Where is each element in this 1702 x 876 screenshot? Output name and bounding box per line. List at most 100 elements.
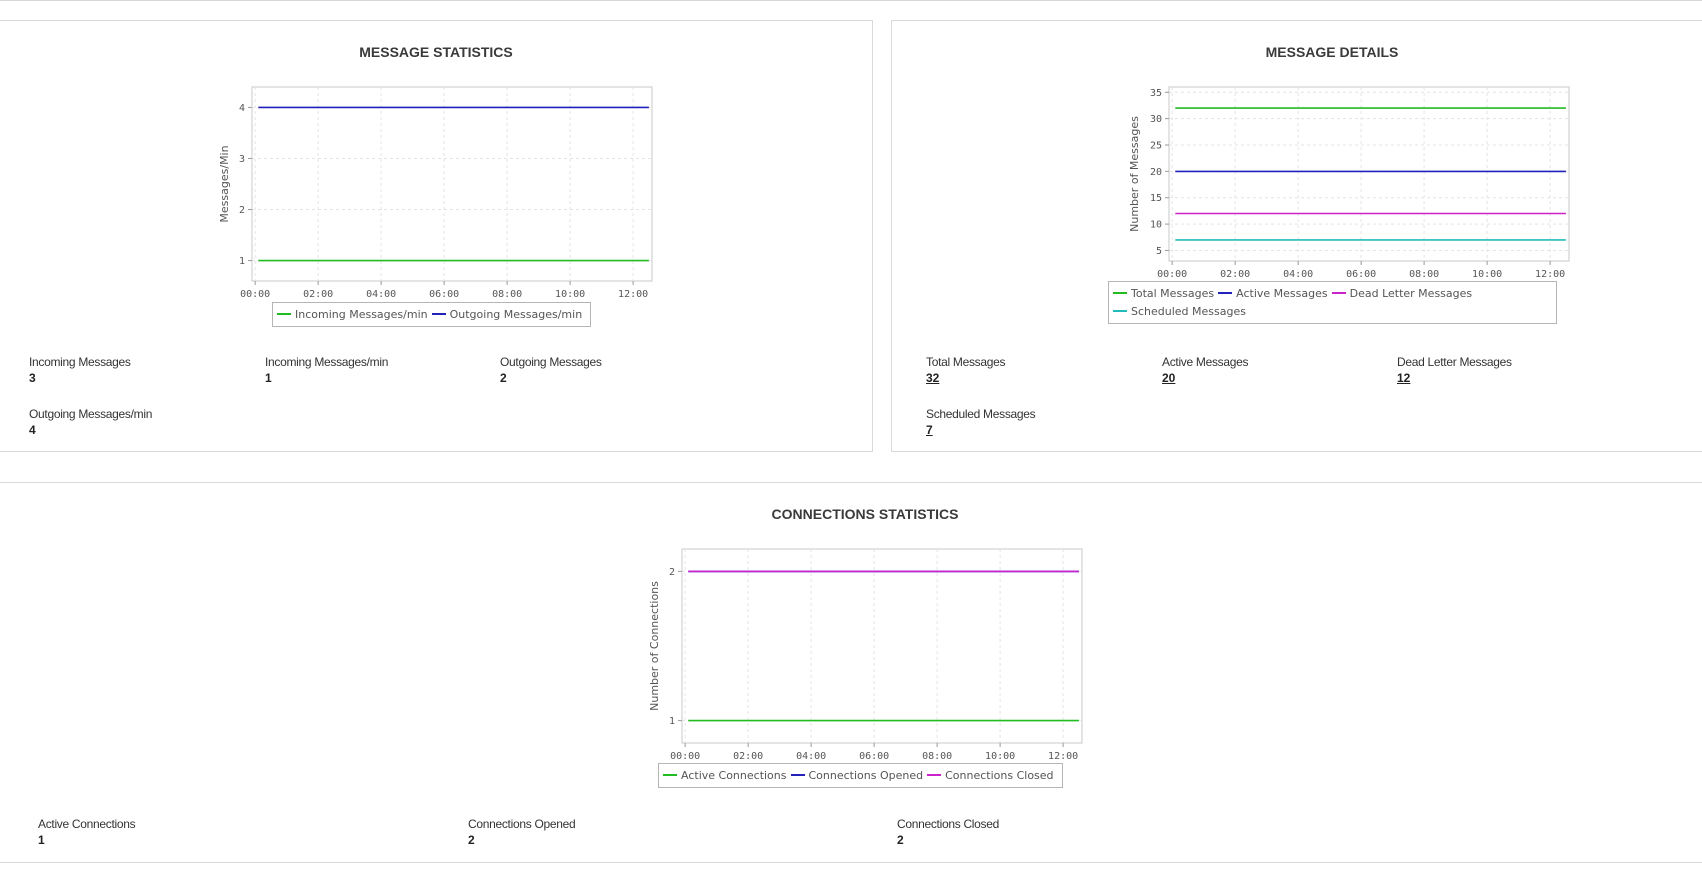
legend-label: Dead Letter Messages bbox=[1349, 287, 1473, 300]
y-axis-title: Messages/Min bbox=[218, 145, 231, 222]
line-chart-svg: 00:0002:0004:0006:0008:0010:0012:001234T… bbox=[218, 86, 653, 316]
stat-incoming-messages: Incoming Messages 3 bbox=[29, 355, 131, 385]
legend-swatch bbox=[1113, 310, 1127, 312]
x-tick-label: 10:00 bbox=[985, 751, 1015, 762]
legend-label: Total Messages bbox=[1131, 287, 1215, 300]
stat-label: Connections Opened bbox=[468, 817, 576, 831]
y-tick-label: 10 bbox=[1150, 220, 1162, 231]
line-chart-svg: 00:0002:0004:0006:0008:0010:0012:0012Tim… bbox=[648, 548, 1083, 778]
legend-label: Scheduled Messages bbox=[1131, 305, 1246, 318]
stat-incoming-messages-per-min: Incoming Messages/min 1 bbox=[265, 355, 388, 385]
y-tick-label: 3 bbox=[239, 154, 245, 165]
legend-swatch bbox=[663, 774, 677, 776]
x-tick-label: 04:00 bbox=[796, 751, 826, 762]
stat-value: 1 bbox=[265, 371, 272, 385]
x-tick-label: 08:00 bbox=[492, 289, 522, 300]
y-axis-title: Number of Messages bbox=[1128, 116, 1141, 232]
stat-label: Outgoing Messages/min bbox=[29, 407, 153, 421]
top-divider bbox=[0, 0, 1702, 1]
stat-label: Outgoing Messages bbox=[500, 355, 602, 369]
legend-item: Incoming Messages/min bbox=[277, 306, 428, 324]
x-tick-label: 02:00 bbox=[733, 751, 763, 762]
legend-label: Active Messages bbox=[1236, 287, 1328, 300]
connections-statistics-panel: CONNECTIONS STATISTICS 00:00 02:00 04:00 06… bbox=[0, 482, 1702, 863]
y-tick-label: 20 bbox=[1150, 167, 1162, 178]
total-messages-link[interactable]: 32 bbox=[926, 371, 940, 385]
connections-statistics-chart: 00:0002:0004:0006:0008:0010:0012:0012Tim… bbox=[640, 528, 1090, 778]
message-statistics-chart: 00:0002:0004:0006:0008:0010:0012:001234T… bbox=[210, 66, 660, 316]
legend-label: Active Connections bbox=[681, 769, 787, 782]
y-tick-label: 1 bbox=[239, 256, 245, 267]
legend-item: Active Messages bbox=[1218, 285, 1328, 303]
y-tick-label: 4 bbox=[239, 103, 245, 114]
line-chart-svg: 00:00 02:00 04:00 06:00 08:00 10:00 12:00 5 10 15… bbox=[1128, 86, 1570, 296]
y-tick-label: 2 bbox=[669, 567, 675, 578]
message-details-legend: Total Messages Active Messages Dead Letter… bbox=[1108, 281, 1557, 324]
legend-item: Total Messages bbox=[1113, 285, 1214, 303]
stat-label: Active Messages bbox=[1162, 355, 1249, 369]
connections-statistics-legend: Active Connections Connections Opened Conn… bbox=[658, 763, 1063, 788]
stat-value: 4 bbox=[29, 423, 36, 437]
y-tick-label: 15 bbox=[1150, 193, 1162, 204]
stat-label: Active Connections bbox=[38, 817, 136, 831]
legend-item: Connections Closed bbox=[927, 767, 1054, 785]
stat-value: 2 bbox=[897, 833, 904, 847]
stat-active-messages: Active Messages 20 bbox=[1162, 355, 1249, 385]
legend-item: Active Connections bbox=[663, 767, 787, 785]
x-tick-label: 00:00 bbox=[1157, 269, 1187, 280]
x-tick-label: 02:00 bbox=[303, 289, 333, 300]
stat-label: Connections Closed bbox=[897, 817, 999, 831]
legend-swatch bbox=[431, 313, 446, 315]
x-tick-label: 06:00 bbox=[859, 751, 889, 762]
panel-title: CONNECTIONS STATISTICS bbox=[771, 506, 959, 522]
legend-swatch bbox=[1218, 292, 1233, 294]
panel-title: MESSAGE STATISTICS bbox=[359, 44, 513, 60]
y-tick-label: 35 bbox=[1150, 88, 1162, 99]
y-tick-label: 1 bbox=[669, 716, 675, 727]
stat-label: Total Messages bbox=[926, 355, 1006, 369]
y-tick-label: 2 bbox=[239, 205, 245, 216]
stat-label: Incoming Messages bbox=[29, 355, 131, 369]
x-tick-label: 12:00 bbox=[618, 289, 648, 300]
y-axis-title: Number of Connections bbox=[648, 581, 661, 711]
legend-label: Connections Opened bbox=[808, 769, 924, 782]
scheduled-messages-link[interactable]: 7 bbox=[926, 423, 933, 437]
message-statistics-legend: Incoming Messages/min Outgoing Messages/m… bbox=[272, 302, 592, 327]
x-tick-label: 08:00 bbox=[1409, 269, 1439, 280]
x-tick-label: 12:00 bbox=[1535, 269, 1565, 280]
x-tick-label: 00:00 bbox=[240, 289, 270, 300]
x-tick-label: 06:00 bbox=[1346, 269, 1376, 280]
x-tick-label: 10:00 bbox=[555, 289, 585, 300]
stat-label: Incoming Messages/min bbox=[265, 355, 389, 369]
message-details-chart: 00:00 02:00 04:00 06:00 08:00 10:00 12:00 5 10 15… bbox=[1122, 66, 1572, 296]
x-tick-label: 04:00 bbox=[1283, 269, 1313, 280]
legend-item: Scheduled Messages bbox=[1113, 303, 1246, 321]
stat-scheduled-messages: Scheduled Messages 7 bbox=[926, 407, 1036, 437]
x-tick-label: 00:00 bbox=[670, 751, 700, 762]
plot-area bbox=[681, 548, 1083, 744]
legend-swatch bbox=[927, 774, 942, 776]
dead-letter-messages-link[interactable]: 12 bbox=[1397, 371, 1411, 385]
y-tick-label: 30 bbox=[1150, 114, 1162, 125]
stat-value: 2 bbox=[500, 371, 507, 385]
stat-label: Dead Letter Messages bbox=[1397, 355, 1512, 369]
stat-active-connections: Active Connections 1 bbox=[38, 817, 136, 847]
x-tick-label: 10:00 bbox=[1472, 269, 1502, 280]
stat-value: 1 bbox=[38, 833, 45, 847]
legend-label: Outgoing Messages/min bbox=[449, 308, 583, 321]
stat-connections-opened: Connections Opened 2 bbox=[468, 817, 576, 847]
stat-total-messages: Total Messages 32 bbox=[926, 355, 1005, 385]
x-tick-label: 02:00 bbox=[1220, 269, 1250, 280]
legend-item: Dead Letter Messages bbox=[1331, 285, 1473, 303]
active-messages-link[interactable]: 20 bbox=[1162, 371, 1176, 385]
y-tick-label: 25 bbox=[1150, 141, 1162, 152]
legend-item: Outgoing Messages/min bbox=[431, 306, 583, 324]
stat-outgoing-messages-per-min: Outgoing Messages/min 4 bbox=[29, 407, 152, 437]
x-tick-label: 04:00 bbox=[366, 289, 396, 300]
panel-title: MESSAGE DETAILS bbox=[1265, 44, 1399, 60]
legend-swatch bbox=[1113, 292, 1127, 294]
stat-value: 3 bbox=[29, 371, 36, 385]
stat-dead-letter-messages: Dead Letter Messages 12 bbox=[1397, 355, 1512, 385]
y-tick-label: 5 bbox=[1156, 246, 1162, 257]
legend-swatch bbox=[1331, 292, 1346, 294]
